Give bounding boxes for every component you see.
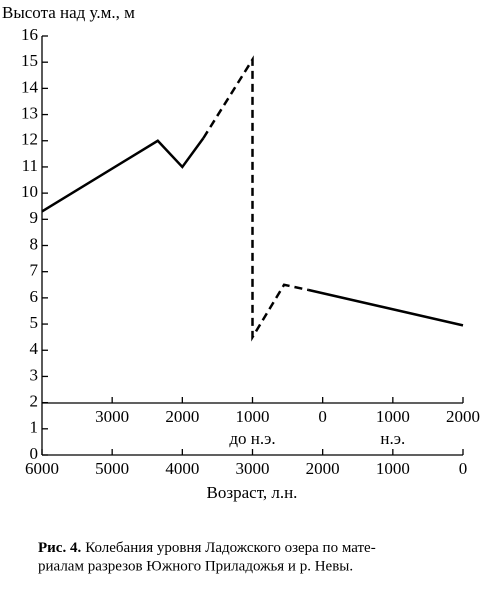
y-tick-label: 11 <box>22 156 38 175</box>
x-tick-label: 4000 <box>165 459 199 478</box>
caption-line: Колебания уровня Ладожского озера по мат… <box>85 540 376 556</box>
x2-tick-label: 2000 <box>165 407 199 426</box>
y-tick-label: 1 <box>30 418 39 437</box>
era-label: до н.э. <box>229 429 275 448</box>
caption-line: риалам разрезов Южного Приладожья и р. Н… <box>38 558 353 574</box>
x-tick-label: 0 <box>459 459 468 478</box>
x2-tick-label: 0 <box>318 407 327 426</box>
y-tick-label: 10 <box>21 182 38 201</box>
x2-tick-label: 1000 <box>376 407 410 426</box>
y-tick-label: 2 <box>30 392 39 411</box>
y-tick-label: 9 <box>30 208 39 227</box>
y-tick-label: 8 <box>30 234 39 253</box>
y-tick-label: 6 <box>30 287 39 306</box>
y-axis-label: Высота над у.м., м <box>2 3 135 22</box>
y-tick-label: 4 <box>30 339 39 358</box>
x2-tick-label: 1000 <box>236 407 270 426</box>
era-label: н.э. <box>380 429 405 448</box>
y-tick-label: 0 <box>30 444 39 463</box>
x2-tick-label: 2000 <box>446 407 480 426</box>
caption-label: Рис. 4. <box>38 540 81 556</box>
x-tick-label: 3000 <box>236 459 270 478</box>
x-tick-label: 2000 <box>306 459 340 478</box>
y-tick-label: 7 <box>30 261 39 280</box>
line <box>202 55 309 342</box>
y-tick-label: 3 <box>30 365 39 384</box>
y-tick-label: 13 <box>21 103 38 122</box>
x-tick-label: 1000 <box>376 459 410 478</box>
y-tick-label: 14 <box>21 77 39 96</box>
caption: Рис. 4. Колебания уровня Ладожского озера… <box>38 540 376 556</box>
x-axis-label: Возраст, л.н. <box>207 483 298 502</box>
y-tick-label: 5 <box>30 313 39 332</box>
x-tick-label: 5000 <box>95 459 129 478</box>
x2-tick-label: 3000 <box>95 407 129 426</box>
line <box>41 137 464 327</box>
y-tick-label: 12 <box>21 130 38 149</box>
y-tick-label: 15 <box>21 51 38 70</box>
x-tick-label: 6000 <box>25 459 59 478</box>
y-tick-label: 16 <box>21 25 38 44</box>
